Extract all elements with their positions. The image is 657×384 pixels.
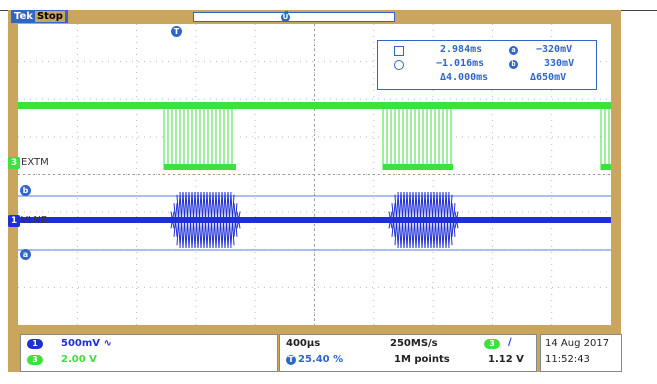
ch1-burst-sweep xyxy=(406,191,411,249)
ch1-burst-sweep xyxy=(418,191,423,249)
record-view-bar[interactable] xyxy=(193,12,395,22)
ch1-burst-sweep xyxy=(409,191,414,249)
brand-logo: Tek xyxy=(14,11,33,22)
brand-and-run-state: Tek Stop xyxy=(11,10,68,23)
bezel-left xyxy=(8,10,18,372)
ch1-burst-sweep xyxy=(448,194,453,246)
trigger-position-marker[interactable]: T xyxy=(171,26,182,37)
ch1-burst-sweep xyxy=(191,191,196,249)
ch3-burst-low xyxy=(383,164,453,170)
trigger-slope-icon: ∕ xyxy=(508,337,512,348)
trigger-source-indicator: 3 xyxy=(484,339,500,349)
ch1-burst-sweep xyxy=(424,191,429,249)
ch1-burst-sweep xyxy=(391,203,396,237)
trigger-position-percent: 25.40 % xyxy=(298,354,344,365)
ch1-idle-trace xyxy=(18,217,611,223)
cursor-b-tag-icon: b xyxy=(509,60,518,69)
ch1-ground-marker[interactable]: 1 xyxy=(8,215,20,227)
ch3-label: EXTM xyxy=(21,157,49,168)
cursor-b-volt: 330mV xyxy=(544,58,575,69)
ch3-scale: 2.00 V xyxy=(61,354,97,365)
ch1-burst-sweep xyxy=(454,211,459,229)
ch1-burst-sweep xyxy=(436,191,441,249)
cursor-readout: 2.984ms −1.016ms Δ4.000ms a b −320mV 330… xyxy=(377,40,597,90)
ch1-burst-sweep xyxy=(397,191,402,249)
ch1-burst-sweep xyxy=(442,191,447,249)
ch3-burst-bg xyxy=(601,109,611,170)
ch1-burst-sweep xyxy=(421,191,426,249)
ch1-scale: 500mV ∿ xyxy=(61,338,112,349)
cursor-a-square-icon xyxy=(394,46,404,56)
ch1-burst-sweep xyxy=(182,191,187,249)
ch1-burst-sweep xyxy=(173,203,178,237)
cursor-b-time: −1.016ms xyxy=(436,58,485,69)
ch1-burst-sweep xyxy=(194,191,199,249)
sample-rate: 250MS/s xyxy=(390,338,438,349)
ch1-burst-sweep xyxy=(203,191,208,249)
ch1-burst-sweep xyxy=(197,191,202,249)
ch3-burst-low xyxy=(601,164,611,170)
ch3-ground-marker[interactable]: 3 xyxy=(8,157,20,169)
ch1-burst-sweep xyxy=(388,211,393,229)
ch1-indicator: 1 xyxy=(27,339,43,349)
ch1-burst-sweep xyxy=(170,211,175,229)
ch3-indicator: 3 xyxy=(27,355,43,365)
ch1-burst-sweep xyxy=(403,191,408,249)
cursor-delta-time: Δ4.000ms xyxy=(440,72,489,83)
ch1-burst-sweep xyxy=(209,191,214,249)
ch3-burst-low xyxy=(164,164,236,170)
cursor-a-level-marker[interactable]: a xyxy=(20,249,31,260)
ch1-burst-sweep xyxy=(427,191,432,249)
ch1-burst-sweep xyxy=(236,211,241,229)
ch1-burst-sweep xyxy=(221,191,226,249)
record-length: 1M points xyxy=(394,354,450,365)
ch1-burst-sweep xyxy=(206,191,211,249)
ch1-burst-sweep xyxy=(233,203,238,237)
trigger-position-icon: T xyxy=(286,355,296,365)
ch1-label: VLNB xyxy=(21,215,48,226)
bezel-right xyxy=(611,10,621,372)
ch1-burst-sweep xyxy=(412,191,417,249)
ch1-burst-sweep xyxy=(394,194,399,246)
ch1-burst-sweep xyxy=(230,194,235,246)
horizontal-status-panel[interactable]: 400µs T 25.40 % 250MS/s 1M points 3 ∕ 1.… xyxy=(279,334,537,372)
horizontal-position-marker[interactable]: U xyxy=(281,13,290,22)
waveform-screen[interactable] xyxy=(18,24,611,325)
cursor-a-time: 2.984ms xyxy=(440,44,483,55)
ch1-burst-sweep xyxy=(185,191,190,249)
trigger-level: 1.12 V xyxy=(488,354,524,365)
timebase: 400µs xyxy=(286,338,321,349)
ch1-coupling-icon: ∿ xyxy=(103,338,112,349)
ch1-burst-sweep xyxy=(188,191,193,249)
date: 14 Aug 2017 xyxy=(545,338,610,349)
cursor-b-level-marker[interactable]: b xyxy=(20,185,31,196)
ch1-burst-sweep xyxy=(215,191,220,249)
ch1-burst-sweep xyxy=(224,191,229,249)
ch1-burst-sweep xyxy=(415,191,420,249)
ch1-burst-sweep xyxy=(179,191,184,249)
ch1-burst-sweep xyxy=(227,191,232,249)
ch1-burst-sweep xyxy=(400,191,405,249)
waveform-plot xyxy=(18,24,611,325)
date-time-panel: 14 Aug 2017 11:52:43 xyxy=(540,334,622,372)
ch1-burst-sweep xyxy=(212,191,217,249)
ch3-idle-trace xyxy=(18,102,611,109)
ch1-burst-sweep xyxy=(176,194,181,246)
cursor-a-volt: −320mV xyxy=(536,44,573,55)
cursor-b-circle-icon xyxy=(394,60,404,70)
ch1-burst-sweep xyxy=(218,191,223,249)
ch1-burst-sweep xyxy=(430,191,435,249)
vertical-status-panel[interactable]: 1 500mV ∿ 3 2.00 V xyxy=(20,334,278,372)
cursor-delta-volt: Δ650mV xyxy=(530,72,567,83)
ch1-burst-sweep xyxy=(433,191,438,249)
ch1-scale-value: 500mV xyxy=(61,338,101,349)
ch1-burst-sweep xyxy=(451,203,456,237)
ch1-burst-sweep xyxy=(200,191,205,249)
time: 11:52:43 xyxy=(545,354,590,365)
ch1-burst-sweep xyxy=(439,191,444,249)
ch1-burst-sweep xyxy=(445,191,450,249)
cursor-a-tag-icon: a xyxy=(509,46,518,55)
run-state[interactable]: Stop xyxy=(34,11,65,22)
